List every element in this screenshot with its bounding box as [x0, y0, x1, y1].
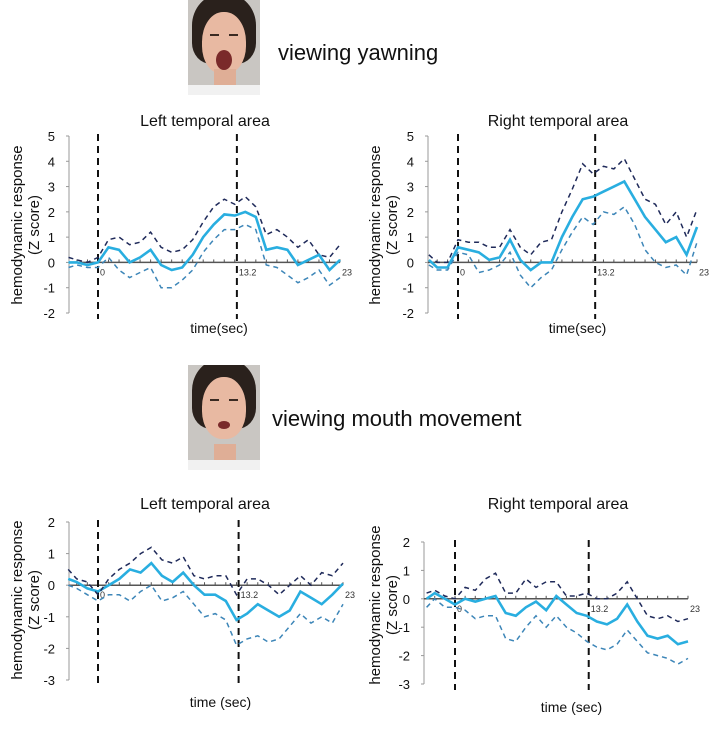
x-axis-label: time(sec) — [190, 320, 248, 336]
y-tick-label: 3 — [48, 180, 55, 195]
y-tick-label: -2 — [43, 306, 55, 321]
lower-line — [428, 205, 698, 289]
y-tick-label: 0 — [407, 255, 414, 270]
y-tick-label: 1 — [407, 230, 414, 245]
y-tick-label: 5 — [48, 129, 55, 144]
lower-line — [426, 597, 689, 665]
y-tick-label: -3 — [398, 677, 410, 692]
y-tick-label: 0 — [48, 255, 55, 270]
y-axis-label: hemodynamic response — [9, 520, 26, 679]
y-tick-label: 3 — [407, 180, 414, 195]
y-tick-label: -2 — [402, 306, 414, 321]
y-tick-label: 2 — [48, 205, 55, 220]
y-tick-label: -1 — [43, 281, 55, 296]
y-axis-label-units: (Z score) — [26, 195, 43, 255]
x-tick-label: 13.2 — [241, 590, 259, 600]
y-tick-label: -1 — [398, 620, 410, 635]
y-tick-label: -2 — [398, 649, 410, 664]
mean-line — [68, 210, 341, 272]
y-tick-label: 4 — [48, 154, 55, 169]
y-tick-label: 2 — [403, 535, 410, 550]
x-tick-label: 0 — [460, 267, 465, 277]
x-tick-label: 23 — [342, 267, 352, 277]
chart-3: Right temporal area hemodynamic response(… — [367, 496, 700, 715]
y-axis-label-units: (Z score) — [384, 575, 401, 635]
y-tick-label: 2 — [48, 515, 55, 530]
x-tick-label: 23 — [345, 590, 355, 600]
x-tick-label: 13.2 — [597, 267, 615, 277]
y-axis-label: hemodynamic response — [9, 145, 26, 304]
chart-1: Right temporal area hemodynamic response(… — [367, 113, 709, 336]
chart-title: Left temporal area — [140, 496, 270, 513]
chart-title: Right temporal area — [488, 113, 629, 130]
chart-title: Left temporal area — [140, 113, 270, 130]
y-tick-label: 0 — [48, 578, 55, 593]
y-tick-label: 1 — [403, 563, 410, 578]
caption-mouth-movement: viewing mouth movement — [272, 406, 522, 431]
upper-line — [67, 546, 344, 597]
x-tick-label: 23 — [690, 604, 700, 614]
y-tick-label: 4 — [407, 154, 414, 169]
chart-title: Right temporal area — [488, 496, 629, 513]
y-tick-label: -2 — [43, 641, 55, 656]
chart-2: Left temporal area hemodynamic response (Z… — [9, 496, 355, 710]
y-tick-label: -1 — [43, 610, 55, 625]
y-tick-label: 5 — [407, 129, 414, 144]
y-tick-label: 1 — [48, 230, 55, 245]
y-axis-label-units: (Z score) — [26, 570, 43, 630]
x-tick-label: 0 — [100, 267, 105, 277]
x-axis-label: time (sec) — [541, 699, 602, 715]
x-tick-label: 13.2 — [591, 604, 609, 614]
x-axis-label: time(sec) — [549, 320, 607, 336]
mean-line — [425, 591, 689, 646]
lower-line — [67, 584, 344, 647]
y-axis-label-units: (Z score) — [384, 195, 401, 255]
mean-line — [428, 179, 699, 272]
face-yawning-photo — [188, 0, 260, 95]
caption-yawning: viewing yawning — [278, 40, 439, 65]
mean-line — [67, 561, 344, 622]
y-tick-label: 1 — [48, 547, 55, 562]
x-axis-label: time (sec) — [190, 694, 251, 710]
x-tick-label: 23 — [699, 267, 709, 277]
x-tick-label: 0 — [100, 590, 105, 600]
y-tick-label: 0 — [403, 592, 410, 607]
upper-line — [68, 195, 341, 264]
y-axis-label: hemodynamic response — [367, 525, 384, 684]
y-axis-label: hemodynamic response — [367, 145, 384, 304]
y-tick-label: -1 — [402, 281, 414, 296]
y-tick-label: 2 — [407, 205, 414, 220]
y-tick-label: -3 — [43, 673, 55, 688]
upper-line — [428, 157, 698, 264]
x-tick-label: 13.2 — [239, 267, 257, 277]
face-mouth-movement-photo — [188, 365, 260, 470]
chart-0: Left temporal area hemodynamic response (Z… — [9, 113, 352, 336]
upper-line — [426, 572, 689, 623]
